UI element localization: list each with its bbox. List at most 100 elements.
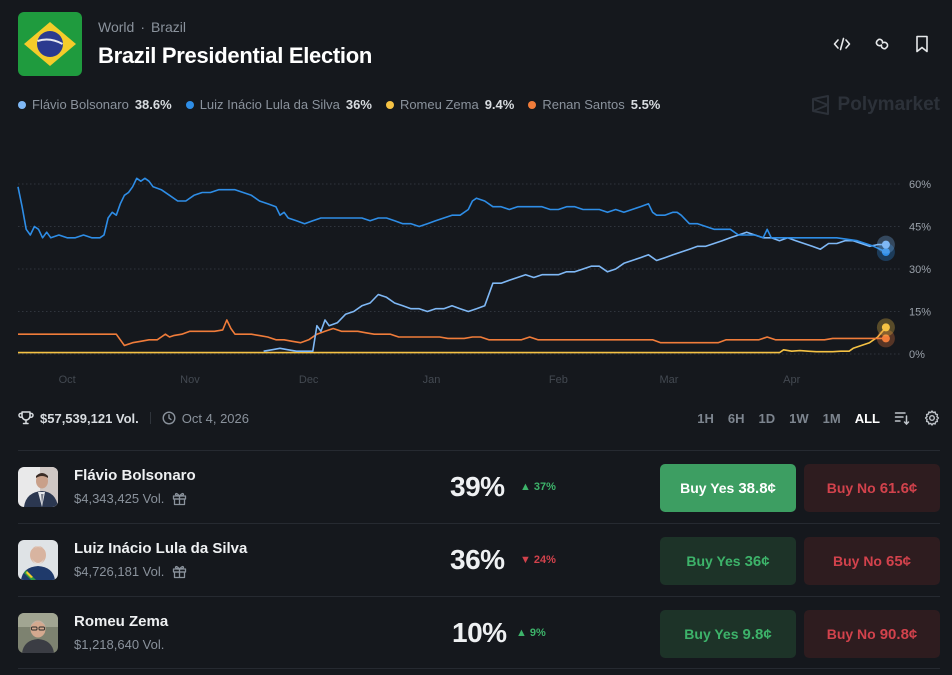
series-line [17,177,887,253]
sort-icon[interactable] [894,410,910,426]
buy-yes-label: Buy Yes [686,553,741,569]
y-tick-label: 0% [909,349,925,361]
legend-value: 36% [345,97,372,112]
series-end-marker [881,334,890,343]
y-tick-label: 15% [909,307,931,319]
buy-yes-label: Buy Yes [680,480,735,496]
legend-value: 5.5% [630,97,661,112]
range-6h[interactable]: 6H [727,410,745,426]
outcome-change: ▲ 37% [520,481,556,493]
legend-dot [385,100,394,109]
outcome-probability: 39% [450,471,505,502]
range-1m[interactable]: 1M [822,410,841,426]
series-line [18,326,887,354]
legend-item: Flávio Bolsonaro 38.6% [18,97,172,112]
buy-yes-price: 38.8¢ [738,479,776,497]
bookmark-icon[interactable] [912,34,932,54]
buy-no-price: 65¢ [885,552,912,570]
buy-no-button[interactable]: Buy No 65¢ [804,537,940,585]
legend-item: Romeu Zema 9.4% [385,97,514,112]
triangle-down-icon: ▼ [520,554,531,566]
gift-icon[interactable] [172,564,187,579]
legend-dot [528,100,537,109]
settings-gear-icon[interactable] [924,410,940,426]
series-line [263,231,886,352]
y-tick-label: 45% [909,222,931,234]
avatar [18,613,58,653]
buy-no-price: 61.6¢ [879,479,918,497]
header: World · Brazil Brazil Presidential Electio… [0,0,952,90]
link-icon[interactable] [872,34,892,54]
range-1w[interactable]: 1W [789,410,809,426]
buy-no-label: Buy No [832,553,882,569]
triangle-up-icon: ▲ [516,627,527,639]
gift-icon[interactable] [172,491,187,506]
buy-no-price: 90.8¢ [879,625,918,643]
x-tick-label: Apr [783,374,800,386]
triangle-up-icon: ▲ [520,481,531,493]
polymarket-watermark: Polymarket [810,94,940,116]
outcome-name[interactable]: Flávio Bolsonaro [74,467,196,484]
outcomes-list: Flávio Bolsonaro $4,343,425 Vol. 39% ▲ 37… [18,450,940,669]
avatar [18,540,58,580]
x-tick-label: Oct [59,374,76,386]
buy-yes-button[interactable]: Buy Yes 38.8¢ [660,464,796,512]
outcome-change: ▲ 9% [516,627,546,639]
outcome-probability: 10% [452,617,507,648]
total-volume: $57,539,121 Vol. [40,410,139,426]
range-1h[interactable]: 1H [697,410,714,426]
range-1d[interactable]: 1D [758,410,776,426]
change-value: 37% [533,481,556,493]
outcome-volume: $4,726,181 Vol. [74,564,165,579]
outcome-row[interactable]: Flávio Bolsonaro $4,343,425 Vol. 39% ▲ 37… [18,450,940,523]
market-stats: $57,539,121 Vol. Oct 4, 2026 [18,410,249,426]
buy-no-button[interactable]: Buy No 90.8¢ [804,610,940,658]
buy-yes-price: 9.8¢ [742,625,772,643]
x-tick-label: Mar [659,374,678,386]
breadcrumb-world[interactable]: World [98,19,135,35]
price-history-chart[interactable]: 0% 15% 30% 45% 60% Oct Nov Dec Jan Feb Mar Apr [0,150,952,390]
polymarket-logo-icon [811,95,829,115]
series-end-marker [881,323,890,332]
y-tick-label: 30% [909,264,931,276]
trophy-icon [18,411,34,425]
buy-yes-button[interactable]: Buy Yes 36¢ [660,537,796,585]
brazil-flag-icon [18,12,82,76]
brand-name: Polymarket [837,94,940,115]
range-all[interactable]: ALL [854,410,880,426]
x-tick-label: Feb [549,374,568,386]
legend-item: Renan Santos 5.5% [528,97,660,112]
buy-no-label: Buy No [826,626,876,642]
buy-no-button[interactable]: Buy No 61.6¢ [804,464,940,512]
embed-code-icon[interactable] [832,34,852,54]
x-tick-label: Jan [423,374,441,386]
legend-name: Romeu Zema [399,97,479,112]
legend-name: Renan Santos [542,97,625,112]
buy-yes-button[interactable]: Buy Yes 9.8¢ [660,610,796,658]
change-value: 9% [529,627,546,639]
chart-legend: Flávio Bolsonaro 38.6% Luiz Inácio Lula d… [18,97,660,112]
breadcrumb: World · Brazil [98,19,186,35]
outcome-name[interactable]: Luiz Inácio Lula da Silva [74,540,248,557]
buy-yes-price: 36¢ [744,552,770,570]
buy-no-label: Buy No [826,480,876,496]
legend-dot [18,100,26,109]
series-line [18,319,886,347]
outcome-change: ▼ 24% [520,554,556,566]
outcome-volume: $1,218,640 Vol. [74,637,165,652]
page-title: Brazil Presidential Election [98,43,373,68]
time-range-selector: 1H 6H 1D 1W 1M ALL [697,410,940,426]
legend-dot [185,100,194,109]
outcome-name[interactable]: Romeu Zema [74,613,169,630]
breadcrumb-separator: · [140,19,145,35]
series-end-marker [881,248,890,256]
avatar [18,467,58,507]
breadcrumb-brazil[interactable]: Brazil [150,19,186,35]
legend-name: Flávio Bolsonaro [32,97,129,112]
divider [149,412,151,424]
x-tick-label: Nov [180,374,200,386]
outcome-row[interactable]: Romeu Zema $1,218,640 Vol. 10% ▲ 9% Buy Y… [18,596,940,669]
outcome-row[interactable]: Luiz Inácio Lula da Silva $4,726,181 Vol… [18,523,940,596]
end-date: Oct 4, 2026 [181,410,249,426]
legend-name: Luiz Inácio Lula da Silva [199,97,340,112]
